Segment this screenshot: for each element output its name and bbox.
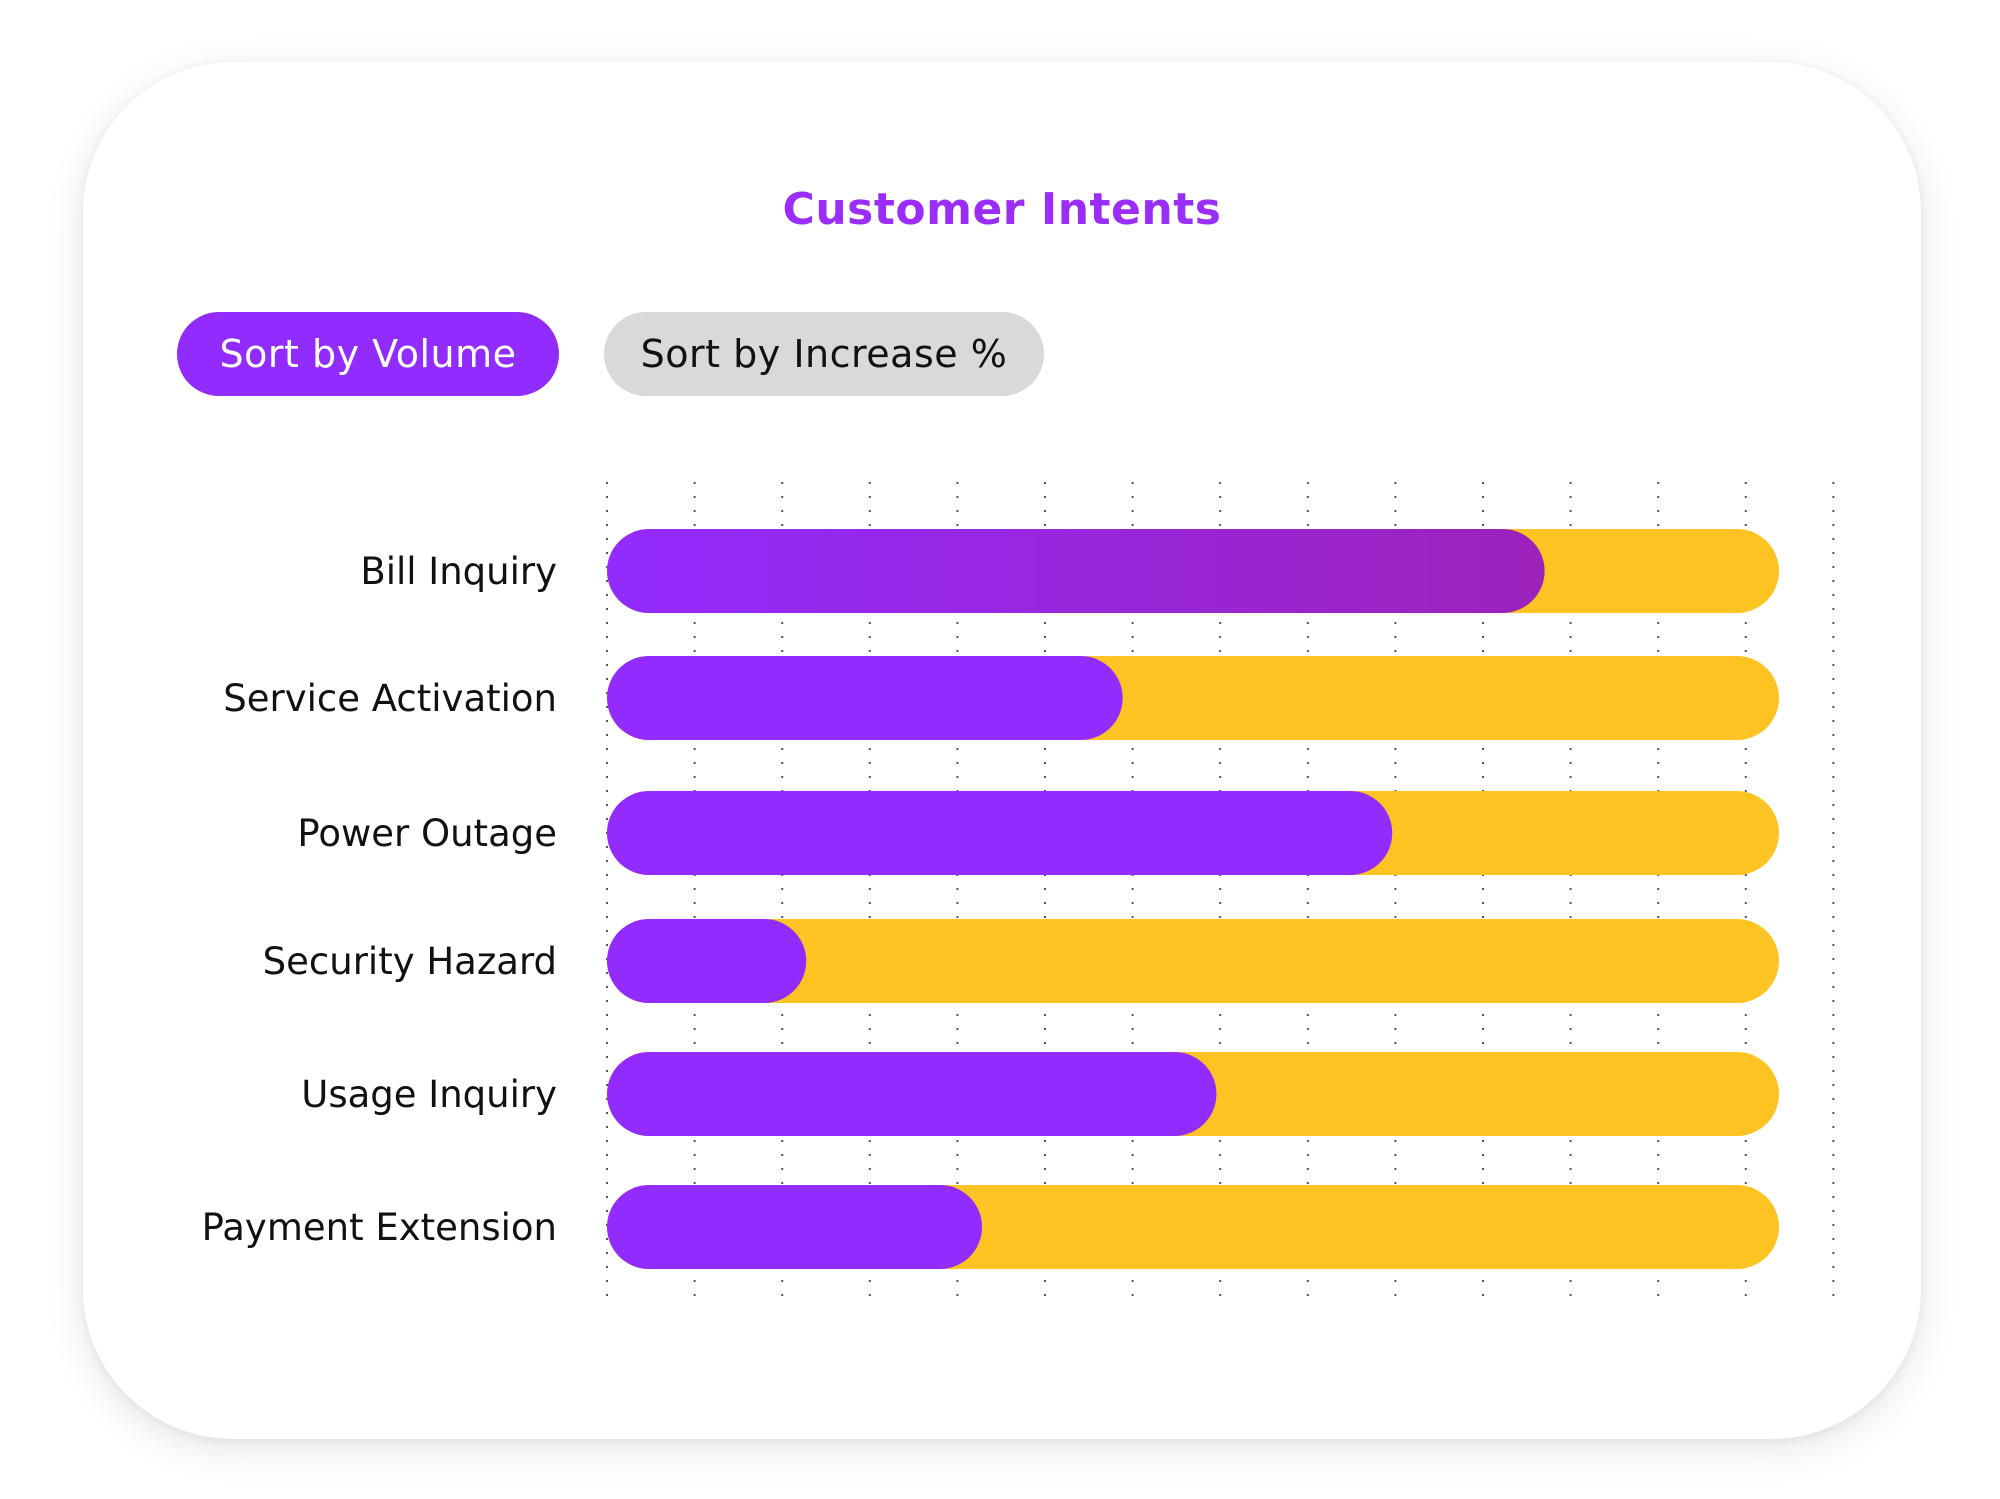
category-labels: Bill Inquiry Service Activation Power Outa… bbox=[202, 550, 557, 1249]
bar-value[interactable] bbox=[607, 529, 1545, 613]
bar-value[interactable] bbox=[607, 1052, 1217, 1136]
bar-value[interactable] bbox=[607, 1185, 983, 1269]
bar-track bbox=[607, 919, 1779, 1003]
grid bbox=[606, 482, 1835, 1298]
sort-by-increase-button[interactable]: Sort by Increase % bbox=[604, 312, 1044, 396]
bar-value[interactable] bbox=[607, 656, 1123, 740]
category-label: Power Outage bbox=[297, 812, 557, 855]
category-label: Payment Extension bbox=[202, 1206, 557, 1249]
category-label: Usage Inquiry bbox=[301, 1073, 557, 1116]
bar-value[interactable] bbox=[607, 919, 807, 1003]
chart-card: Customer Intents Sort by Volume Sort by … bbox=[83, 62, 1921, 1439]
chart-title: Customer Intents bbox=[782, 184, 1222, 235]
bar-value[interactable] bbox=[607, 791, 1393, 875]
category-label: Bill Inquiry bbox=[360, 550, 557, 593]
bars bbox=[607, 529, 1779, 1269]
category-label: Security Hazard bbox=[263, 940, 557, 983]
category-label: Service Activation bbox=[223, 677, 557, 720]
sort-by-volume-button[interactable]: Sort by Volume bbox=[177, 312, 559, 396]
bar-chart: Bill Inquiry Service Activation Power Outa… bbox=[202, 482, 1835, 1298]
